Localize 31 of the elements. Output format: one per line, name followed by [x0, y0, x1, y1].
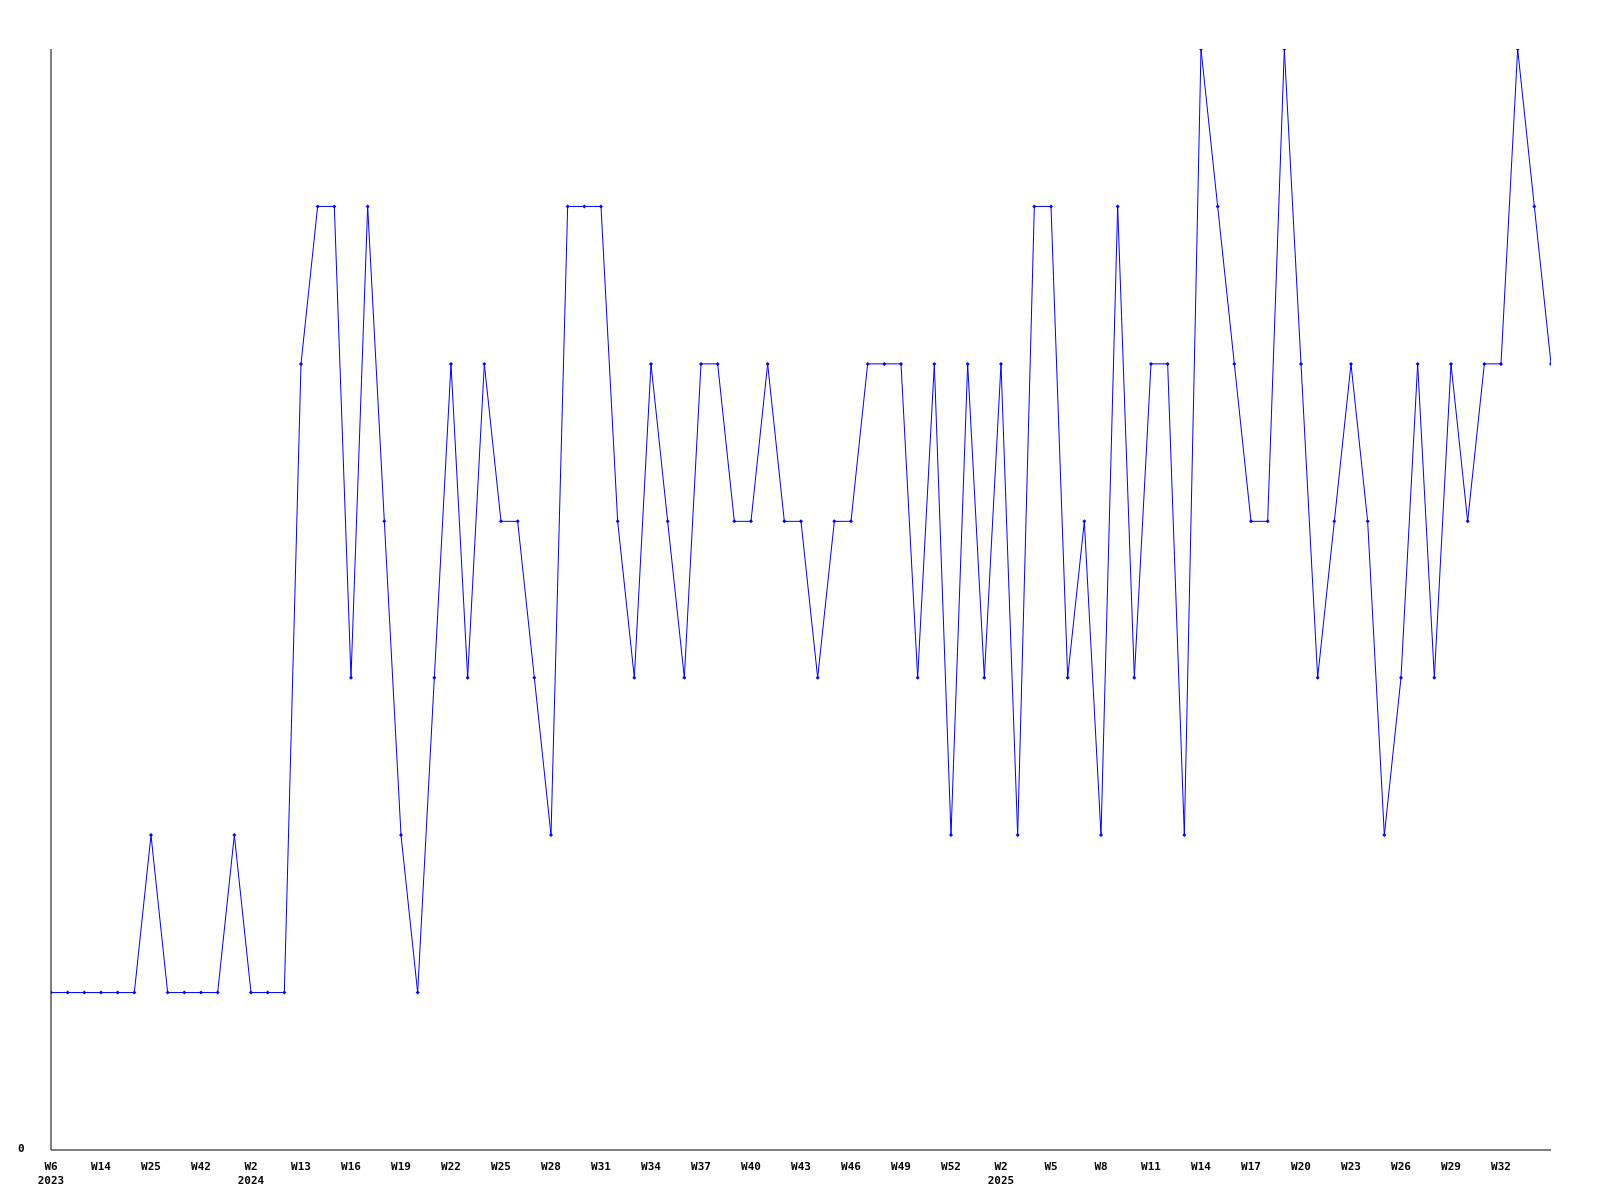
- x-tick-label: W6 2023: [37, 1160, 65, 1187]
- x-tick-label: W5: [1044, 1160, 1058, 1173]
- x-tick-label: W52: [941, 1160, 961, 1173]
- x-tick-label: W25: [491, 1160, 511, 1173]
- x-tick-label: W11: [1141, 1160, 1162, 1173]
- x-tick-label: W20: [1291, 1160, 1311, 1173]
- x-tick-label: W46: [841, 1160, 862, 1173]
- x-tick-label: W13: [291, 1160, 311, 1173]
- x-tick-label: W25: [141, 1160, 161, 1173]
- x-tick-label: W8: [1094, 1160, 1108, 1173]
- x-tick-label: W49: [891, 1160, 911, 1173]
- x-tick-label: W2 2025: [987, 1160, 1015, 1187]
- x-tick-label: W42: [191, 1160, 211, 1173]
- x-tick-label: W31: [591, 1160, 612, 1173]
- x-tick-label: W37: [691, 1160, 711, 1173]
- x-tick-label: W17: [1241, 1160, 1261, 1173]
- x-tick-label: W23: [1341, 1160, 1361, 1173]
- x-tick-label: W14: [91, 1160, 112, 1173]
- x-tick-label: W43: [791, 1160, 811, 1173]
- x-tick-label: W2 2024: [237, 1160, 265, 1187]
- x-tick-label: W28: [541, 1160, 561, 1173]
- x-tick-label: W16: [341, 1160, 362, 1173]
- x-tick-label: W22: [441, 1160, 461, 1173]
- x-tick-label: W19: [391, 1160, 411, 1173]
- x-tick-label: W32: [1491, 1160, 1511, 1173]
- x-tick-label: W40: [741, 1160, 761, 1173]
- x-tick-label: W34: [641, 1160, 662, 1173]
- text: 0: [18, 1142, 25, 1155]
- x-tick-label: W26: [1391, 1160, 1412, 1173]
- x-tick-label: W29: [1441, 1160, 1461, 1173]
- x-tick-label: W14: [1191, 1160, 1212, 1173]
